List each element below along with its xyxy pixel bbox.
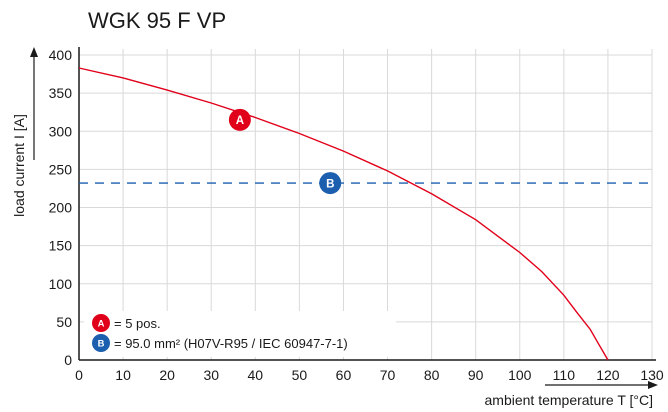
y-tick-label: 250: [49, 161, 73, 177]
x-tick-label: 110: [553, 367, 576, 383]
series-A-line: [78, 67, 609, 361]
x-tick-label: 120: [596, 367, 620, 383]
y-tick-label: 350: [49, 85, 73, 101]
y-axis-label: load current I [A]: [11, 114, 27, 217]
x-tick-label: 90: [468, 367, 484, 383]
legend-text-A: = 5 pos.: [114, 316, 161, 331]
y-tick-label: 300: [49, 123, 73, 139]
legend-background: [84, 311, 396, 357]
x-tick-label: 30: [203, 367, 219, 383]
y-tick-label: 400: [49, 47, 73, 63]
y-tick-label: 100: [49, 276, 73, 292]
x-tick-label: 130: [640, 367, 664, 383]
x-tick-label: 10: [115, 367, 131, 383]
x-tick-label: 70: [380, 367, 396, 383]
y-tick-label: 0: [64, 352, 72, 368]
x-tick-label: 80: [424, 367, 440, 383]
legend-badge-A-letter: A: [98, 318, 105, 329]
legend-text-B: = 95.0 mm² (H07V-R95 / IEC 60947-7-1): [114, 336, 348, 351]
series-B-badge-letter: B: [326, 178, 334, 190]
x-tick-label: 50: [292, 367, 308, 383]
x-tick-label: 0: [75, 367, 83, 383]
y-tick-label: 150: [49, 238, 73, 254]
series-A-badge-letter: A: [236, 115, 245, 127]
x-tick-label: 20: [159, 367, 175, 383]
series-A-badge-circle: [228, 108, 251, 131]
x-tick-label: 100: [508, 367, 532, 383]
chart-title: WGK 95 F VP: [88, 8, 227, 33]
legend-badge-B-letter: B: [98, 338, 105, 349]
y-tick-label: 200: [49, 200, 73, 216]
y-tick-label: 50: [56, 314, 72, 330]
x-axis-arrowhead: [648, 381, 658, 389]
x-tick-label: 40: [248, 367, 264, 383]
x-tick-label: 60: [336, 367, 352, 383]
legend-badge-A-circle: [92, 314, 110, 332]
series-B-badge-circle: [319, 172, 342, 195]
legend-badge-B-circle: [92, 334, 110, 352]
y-axis-arrowhead: [30, 47, 38, 57]
x-axis-label: ambient temperature T [°C]: [485, 392, 654, 408]
